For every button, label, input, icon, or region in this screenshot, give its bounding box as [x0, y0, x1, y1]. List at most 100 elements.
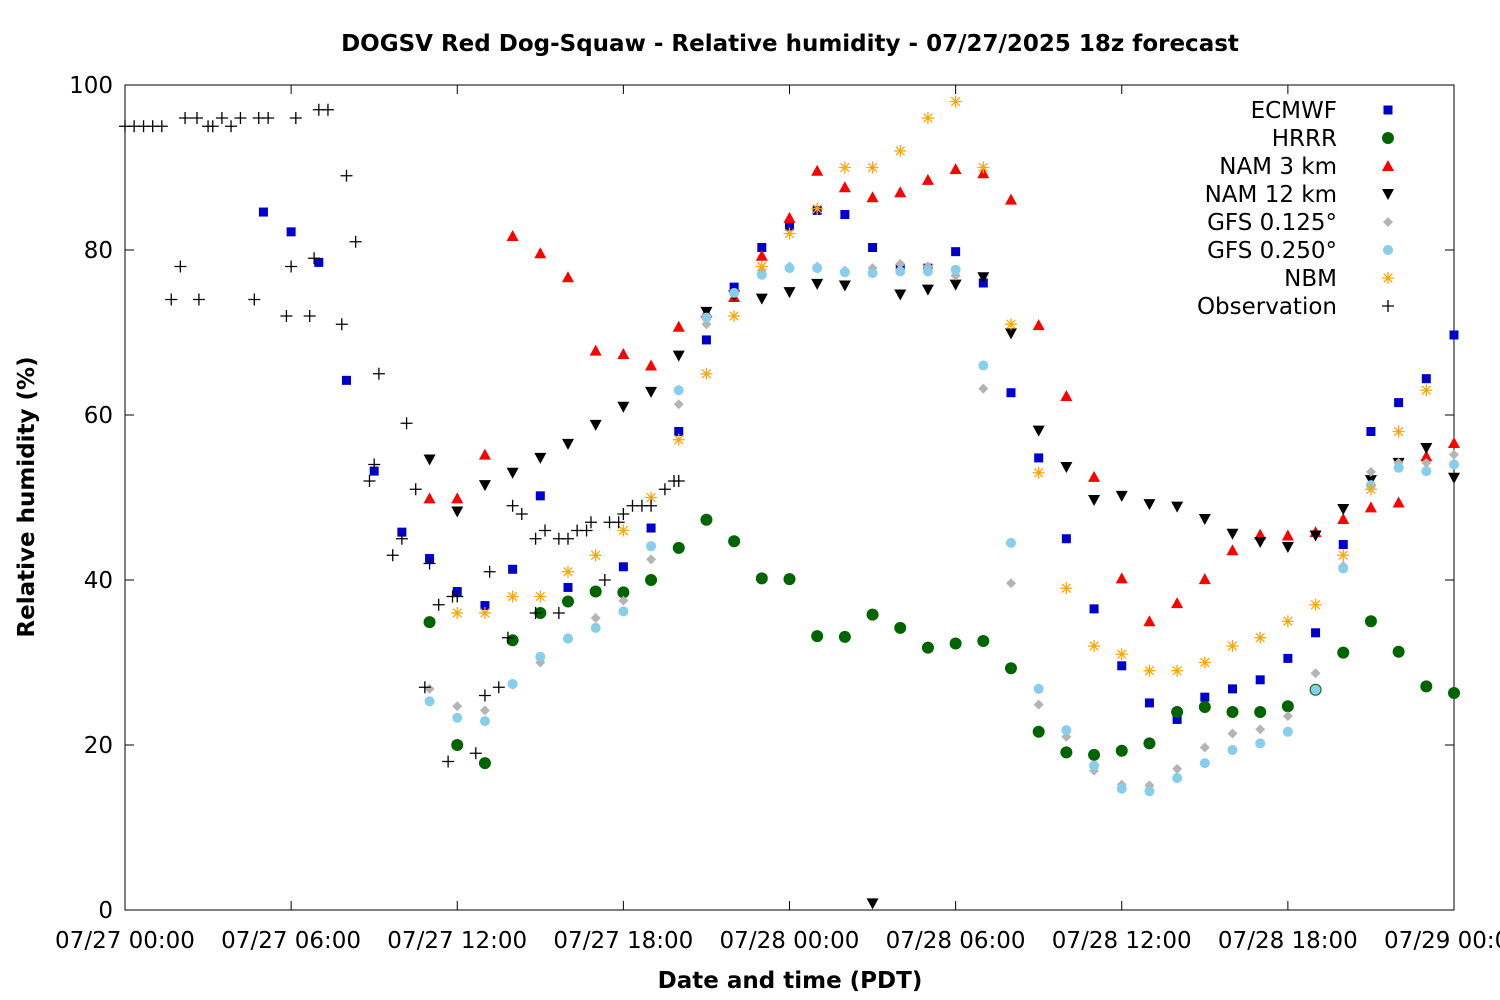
data-point	[1005, 318, 1017, 331]
data-point	[1392, 645, 1405, 658]
data-point	[1228, 684, 1237, 694]
data-point	[673, 385, 684, 396]
data-point	[1143, 615, 1156, 627]
data-point	[922, 266, 933, 277]
data-point	[1032, 466, 1045, 479]
data-point	[1309, 598, 1322, 611]
data-point	[1172, 714, 1182, 724]
data-point	[894, 621, 907, 634]
data-point	[978, 360, 989, 371]
data-point	[1338, 540, 1348, 550]
data-point	[590, 612, 601, 623]
data-point	[949, 163, 962, 175]
data-point	[369, 466, 379, 476]
data-point	[646, 541, 657, 552]
data-point	[1226, 640, 1239, 652]
data-point	[321, 103, 334, 116]
data-point	[1337, 549, 1350, 562]
data-point	[451, 492, 464, 504]
data-point	[949, 95, 962, 108]
data-point	[1310, 668, 1321, 679]
legend-marker	[1382, 300, 1394, 312]
legend-label: NAM 12 km	[1205, 182, 1337, 208]
data-point	[951, 247, 961, 257]
x-tick-label: 07/29 00:00	[1384, 928, 1500, 954]
x-tick-label: 07/28 18:00	[1218, 928, 1358, 954]
data-point	[1392, 425, 1405, 438]
data-point	[289, 112, 302, 124]
data-point	[618, 606, 629, 617]
data-point	[589, 419, 602, 431]
data-point	[1227, 728, 1238, 739]
data-point	[515, 508, 528, 520]
data-point	[479, 705, 490, 716]
data-point	[225, 120, 238, 133]
data-point	[492, 681, 505, 694]
data-point	[811, 278, 824, 290]
legend-marker	[1383, 217, 1393, 227]
data-point	[1281, 615, 1294, 628]
data-point	[1337, 646, 1350, 659]
data-point	[342, 375, 351, 385]
data-point	[397, 527, 407, 537]
data-point	[340, 169, 353, 182]
data-point	[646, 554, 657, 565]
data-point	[1172, 763, 1183, 774]
series-6	[451, 95, 1433, 677]
data-point	[1255, 724, 1266, 735]
data-point	[921, 112, 934, 124]
data-point	[285, 260, 298, 273]
data-point	[480, 601, 490, 611]
data-point	[507, 678, 518, 689]
data-point	[840, 210, 850, 220]
data-point	[1364, 615, 1377, 628]
legend-label: GFS 0.125°	[1207, 210, 1337, 236]
data-point	[1200, 692, 1210, 702]
data-point	[1089, 760, 1100, 771]
data-point	[673, 399, 684, 410]
data-point	[1061, 725, 1072, 736]
data-point	[478, 757, 491, 770]
data-point	[335, 318, 348, 331]
data-point	[894, 145, 907, 157]
legend-label: Observation	[1197, 294, 1337, 320]
data-point	[478, 480, 491, 492]
data-point	[1034, 453, 1044, 463]
data-point	[1171, 664, 1184, 677]
data-point	[645, 359, 658, 371]
data-point	[1033, 683, 1044, 694]
data-point	[215, 112, 228, 124]
data-points	[119, 95, 1460, 910]
data-point	[1032, 319, 1045, 331]
data-point	[432, 598, 445, 611]
data-point	[811, 164, 824, 176]
data-point	[617, 401, 630, 413]
data-point	[1449, 449, 1459, 460]
y-tick-label: 20	[84, 733, 113, 759]
data-point	[1006, 578, 1016, 589]
data-point	[1198, 513, 1211, 525]
data-point	[248, 293, 261, 306]
data-point	[701, 312, 712, 323]
y-tick-label: 0	[98, 898, 113, 924]
data-point	[562, 532, 574, 545]
data-point	[894, 186, 907, 198]
data-point	[645, 499, 658, 512]
x-tick-label: 07/27 18:00	[553, 928, 693, 954]
y-tick-label: 60	[84, 403, 113, 429]
data-point	[1088, 640, 1101, 652]
data-point	[1283, 653, 1293, 663]
data-point	[1338, 563, 1349, 574]
data-point	[783, 287, 796, 299]
data-point	[529, 607, 542, 619]
data-point	[1115, 490, 1128, 502]
data-point	[1393, 462, 1404, 473]
data-point	[1198, 701, 1211, 714]
data-point	[950, 264, 961, 275]
data-point	[409, 483, 422, 496]
legend-marker	[1382, 272, 1394, 284]
data-point	[478, 607, 491, 619]
data-point	[506, 467, 519, 479]
data-point	[866, 161, 879, 174]
